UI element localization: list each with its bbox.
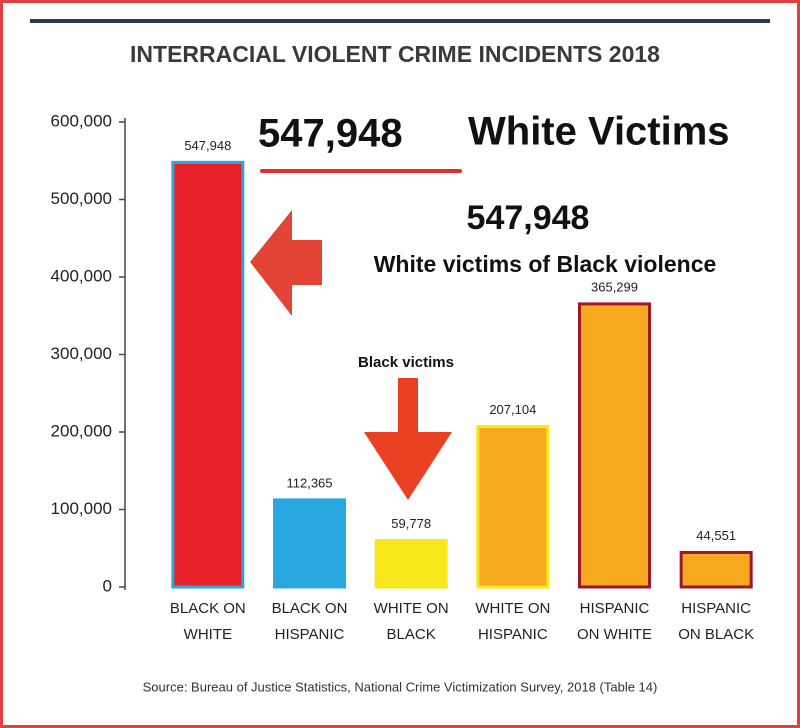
bar	[374, 539, 448, 589]
y-tick-label: 400,000	[51, 266, 112, 285]
top-rule	[30, 19, 770, 23]
x-tick-label: WHITE ON BLACK	[373, 600, 449, 643]
annotation: White Victims	[468, 110, 730, 154]
value-label: 59,778	[391, 516, 431, 531]
x-tick-label: BLACK ON WHITE	[169, 600, 246, 643]
bar	[679, 550, 753, 589]
y-tick-label: 300,000	[51, 344, 112, 363]
value-label: 207,104	[489, 402, 536, 417]
annotation: White victims of Black violence	[374, 251, 717, 277]
down-arrow	[364, 378, 452, 500]
y-tick-label: 100,000	[51, 499, 112, 518]
value-label: 112,365	[286, 475, 332, 490]
chart: INTERRACIAL VIOLENT CRIME INCIDENTS 2018…	[30, 19, 770, 694]
annotation: 547,948	[258, 112, 403, 156]
x-tick-label: HISPANIC ON BLACK	[678, 600, 755, 643]
value-label: 44,551	[696, 528, 736, 543]
x-tick-label: WHITE ON HISPANIC	[475, 600, 551, 643]
x-tick-label: HISPANIC ON WHITE	[577, 600, 652, 643]
y-tick-label: 200,000	[51, 421, 112, 440]
y-tick-label: 500,000	[51, 189, 112, 208]
chart-title: INTERRACIAL VIOLENT CRIME INCIDENTS 2018	[130, 41, 660, 67]
bar	[578, 302, 651, 589]
bar	[171, 160, 245, 589]
value-label: 547,948	[184, 138, 231, 153]
bar	[273, 498, 346, 589]
annotation: 547,948	[467, 199, 590, 237]
annotation: Black victims	[358, 354, 454, 371]
y-tick-label: 600,000	[51, 111, 112, 130]
bar	[476, 424, 550, 589]
x-tick-label: BLACK ON HISPANIC	[271, 600, 348, 643]
value-label: 365,299	[591, 279, 638, 294]
y-tick-label: 0	[103, 576, 112, 595]
left-arrow	[250, 210, 322, 316]
source-note: Source: Bureau of Justice Statistics, Na…	[143, 679, 658, 694]
